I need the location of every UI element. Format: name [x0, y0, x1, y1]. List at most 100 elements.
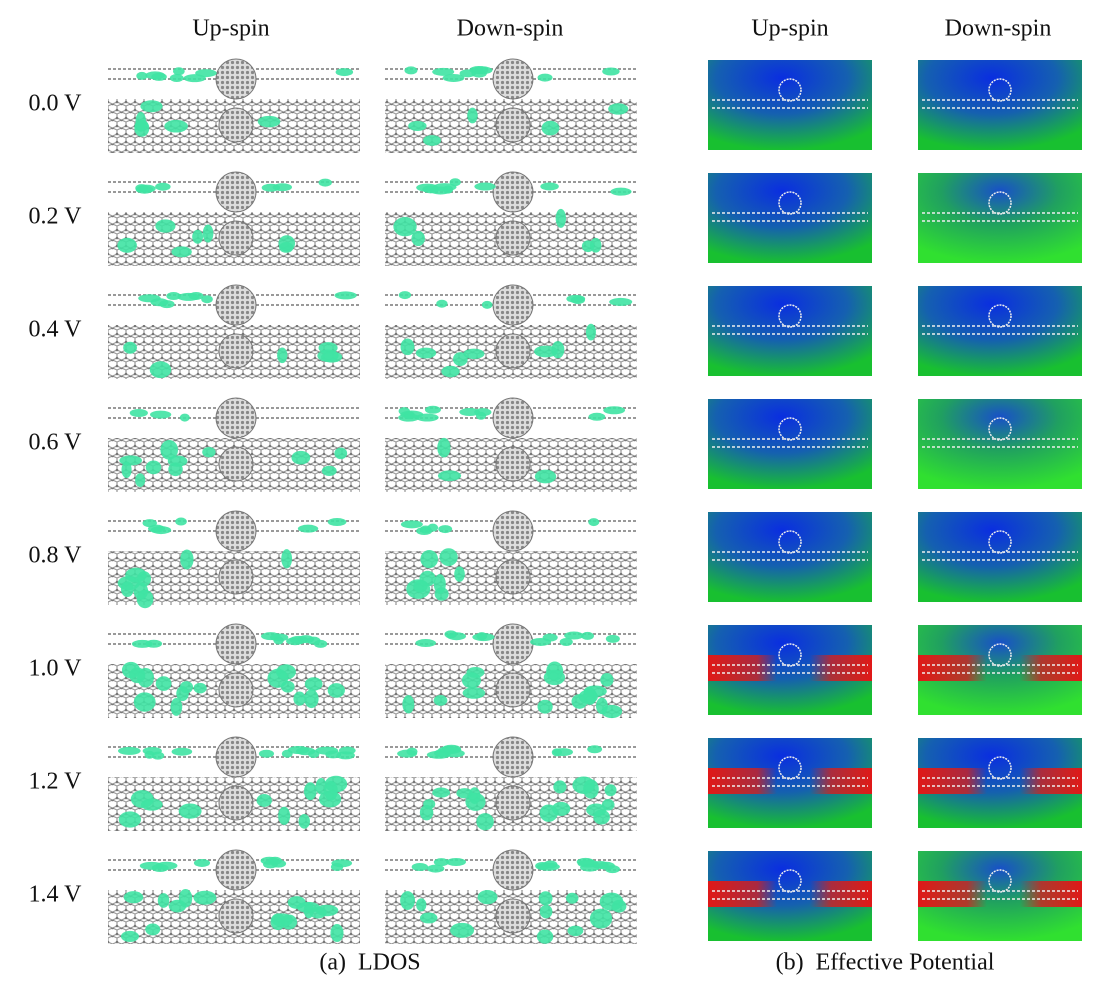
potential-map — [918, 512, 1082, 602]
ldos-density — [609, 298, 632, 306]
ldos-density — [180, 549, 193, 569]
ldos-density — [401, 338, 415, 355]
row-label: 0.2 V — [29, 204, 83, 230]
ldos-density — [572, 776, 595, 793]
potential-panel — [918, 851, 1082, 941]
ldos-density — [138, 294, 161, 302]
ldos-density — [404, 66, 417, 74]
caption: (b) Effective Potential — [776, 950, 995, 976]
potential-panel — [708, 738, 872, 828]
potential-panel — [708, 286, 872, 376]
potential-panel — [708, 173, 872, 263]
potential-map — [918, 173, 1082, 263]
fullerene — [493, 850, 533, 890]
high-potential — [918, 768, 1082, 794]
ldos-density — [593, 810, 610, 825]
ldos-density — [267, 669, 288, 688]
ldos-density — [587, 745, 602, 753]
ldos-density — [586, 324, 596, 341]
fullerene — [216, 511, 256, 551]
ldos-density — [535, 862, 550, 870]
ldos-density — [322, 466, 337, 476]
ldos-density — [600, 893, 624, 911]
ldos-density — [277, 347, 287, 363]
fullerene — [493, 737, 533, 777]
high-potential — [918, 655, 1082, 681]
ldos-density — [336, 68, 354, 76]
ldos-density — [177, 293, 199, 301]
row-label: 0.6 V — [29, 430, 83, 456]
potential-map — [708, 399, 872, 489]
ldos-density — [598, 862, 615, 870]
ldos-density — [290, 636, 309, 644]
ldos-density — [579, 690, 598, 704]
potential-panel — [918, 625, 1082, 715]
fullerene — [496, 560, 530, 594]
fullerene — [216, 737, 256, 777]
high-potential — [708, 881, 872, 907]
ldos-density — [334, 291, 356, 299]
ldos-density — [180, 681, 193, 693]
ldos-density — [172, 748, 193, 756]
ldos-density — [315, 747, 338, 755]
ldos-density — [450, 923, 474, 938]
ldos-density — [588, 413, 605, 421]
ldos-panel — [385, 624, 637, 718]
potential-panel — [918, 60, 1082, 150]
ldos-density — [202, 447, 215, 457]
ldos-density — [577, 858, 595, 866]
ldos-density — [328, 518, 347, 526]
ldos-density — [401, 520, 423, 528]
ldos-density — [195, 69, 217, 77]
row-label: 0.0 V — [29, 91, 83, 117]
fullerene — [493, 624, 533, 664]
potential-panel — [918, 512, 1082, 602]
ldos-density — [262, 184, 280, 192]
ldos-density — [553, 780, 566, 793]
ldos-density — [166, 292, 181, 300]
ldos-density — [399, 291, 411, 299]
ldos-density — [581, 632, 594, 640]
potential-panel — [918, 173, 1082, 263]
ldos-density — [462, 672, 481, 688]
ldos-density — [438, 525, 452, 533]
ldos-density — [434, 858, 449, 866]
ldos-density — [436, 300, 447, 308]
ldos-density — [411, 231, 424, 246]
ldos-density — [124, 891, 144, 903]
potential-map — [708, 512, 872, 602]
ldos-density — [158, 893, 170, 908]
ldos-density — [540, 905, 553, 919]
ldos-density — [258, 116, 281, 127]
fullerene — [216, 285, 256, 325]
ldos-density — [152, 752, 165, 760]
ldos-density — [180, 414, 190, 422]
potential-panel — [708, 60, 872, 150]
ldos-density — [132, 640, 153, 648]
potential-panel — [708, 851, 872, 941]
ldos-density — [446, 858, 466, 866]
ldos-panel — [385, 172, 637, 266]
fullerene — [493, 172, 533, 212]
ldos-density — [328, 683, 345, 698]
ldos-density — [316, 778, 327, 794]
ldos-density — [170, 74, 184, 82]
ldos-density — [443, 74, 465, 82]
ldos-density — [130, 409, 148, 417]
ldos-density — [416, 898, 426, 911]
high-potential — [708, 768, 872, 794]
ldos-density — [299, 814, 310, 829]
fullerene — [493, 59, 533, 99]
column-header: Up-spin — [192, 16, 269, 42]
ldos-density — [441, 366, 459, 377]
ldos-density — [140, 100, 162, 112]
ldos-density — [606, 635, 620, 643]
potential-map — [708, 286, 872, 376]
ldos-density — [420, 805, 433, 820]
potential-panel — [918, 286, 1082, 376]
fullerene — [493, 398, 533, 438]
ldos-density — [474, 183, 495, 191]
ldos-density — [193, 891, 216, 905]
ldos-density — [145, 923, 160, 935]
row-label: 0.4 V — [29, 317, 83, 343]
